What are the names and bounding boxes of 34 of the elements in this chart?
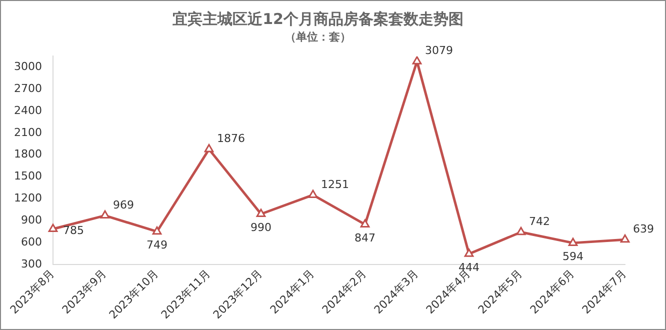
point bbox=[256, 208, 266, 218]
point bbox=[152, 226, 162, 235]
point bbox=[464, 248, 474, 257]
data-label: 785 bbox=[62, 224, 84, 237]
y-tick-label: 2400 bbox=[14, 104, 42, 117]
data-label: 742 bbox=[529, 214, 550, 228]
y-tick-label: 600 bbox=[20, 235, 42, 248]
y-tick-label: 3000 bbox=[14, 60, 42, 74]
point bbox=[204, 144, 214, 152]
data-label: 639 bbox=[633, 222, 654, 236]
y-tick-label: 1800 bbox=[14, 148, 42, 161]
y-tick-label: 900 bbox=[20, 213, 42, 226]
point bbox=[100, 210, 110, 219]
data-label: 969 bbox=[112, 198, 134, 212]
data-label: 990 bbox=[250, 220, 272, 234]
data-label: 594 bbox=[562, 250, 584, 263]
y-tick-label: 1500 bbox=[14, 170, 42, 183]
point bbox=[412, 56, 422, 64]
point bbox=[360, 219, 370, 228]
point bbox=[568, 238, 578, 246]
data-label: 1251 bbox=[320, 178, 349, 191]
data-label: 749 bbox=[146, 238, 168, 252]
y-tick-label: 2100 bbox=[14, 126, 42, 139]
data-label: 847 bbox=[354, 231, 376, 244]
chart-title: 宜宾主城区近12个月商品房备案套数走势图 bbox=[172, 10, 464, 28]
y-tick-label: 300 bbox=[20, 257, 42, 270]
y-tick-label: 2700 bbox=[14, 82, 42, 95]
chart-subtitle: （单位：套） bbox=[285, 30, 351, 44]
data-label: 1876 bbox=[216, 132, 245, 146]
point bbox=[620, 234, 630, 243]
y-tick-label: 1200 bbox=[14, 192, 42, 205]
point bbox=[516, 226, 526, 236]
point bbox=[308, 190, 318, 198]
data-label: 3079 bbox=[425, 44, 453, 58]
